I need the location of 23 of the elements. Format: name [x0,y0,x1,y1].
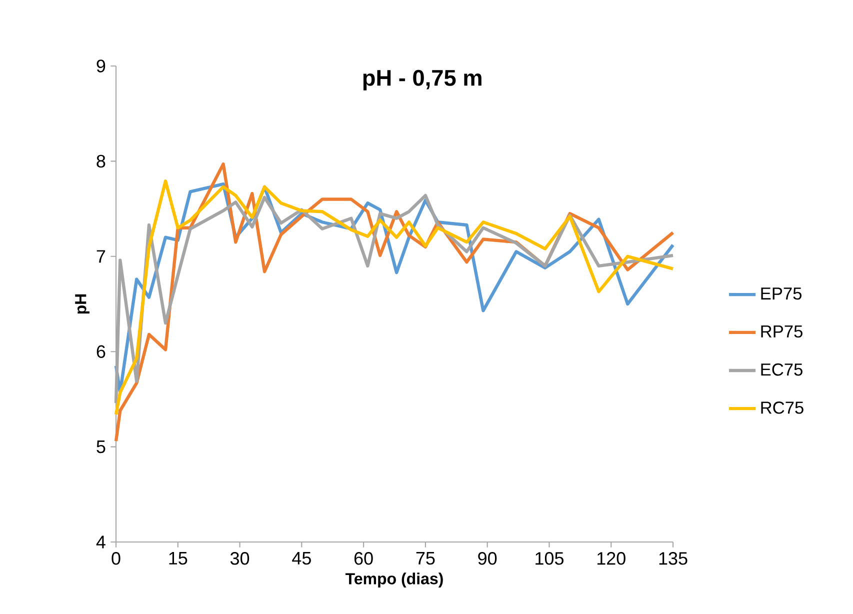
chart-title: pH - 0,75 m [363,70,482,90]
y-tick-label: 5 [96,440,106,454]
x-tick-label: 120 [597,552,626,565]
legend-label: RC75 [761,402,804,414]
x-tick-label: 30 [230,552,250,565]
legend-label: EP75 [761,288,802,300]
legend-label: RP75 [761,326,802,338]
y-tick-label: 6 [96,345,106,358]
x-tick-label: 0 [112,552,120,565]
y-tick-label: 7 [96,250,106,263]
y-tick-label: 9 [96,60,106,72]
y-tick-label: 8 [96,154,106,168]
x-tick-label: 45 [292,552,311,565]
x-tick-label: 15 [169,552,188,565]
legend-label: EC75 [761,363,802,376]
x-tick-label: 60 [354,552,373,565]
x-axis-title: Tempo (dias) [346,572,443,588]
x-tick-label: 135 [659,552,688,565]
x-tick-label: 75 [416,552,435,565]
x-tick-label: 105 [536,552,564,565]
y-axis-title: pH [75,294,90,314]
y-tick-label: 4 [96,536,106,548]
x-tick-label: 90 [478,552,497,565]
